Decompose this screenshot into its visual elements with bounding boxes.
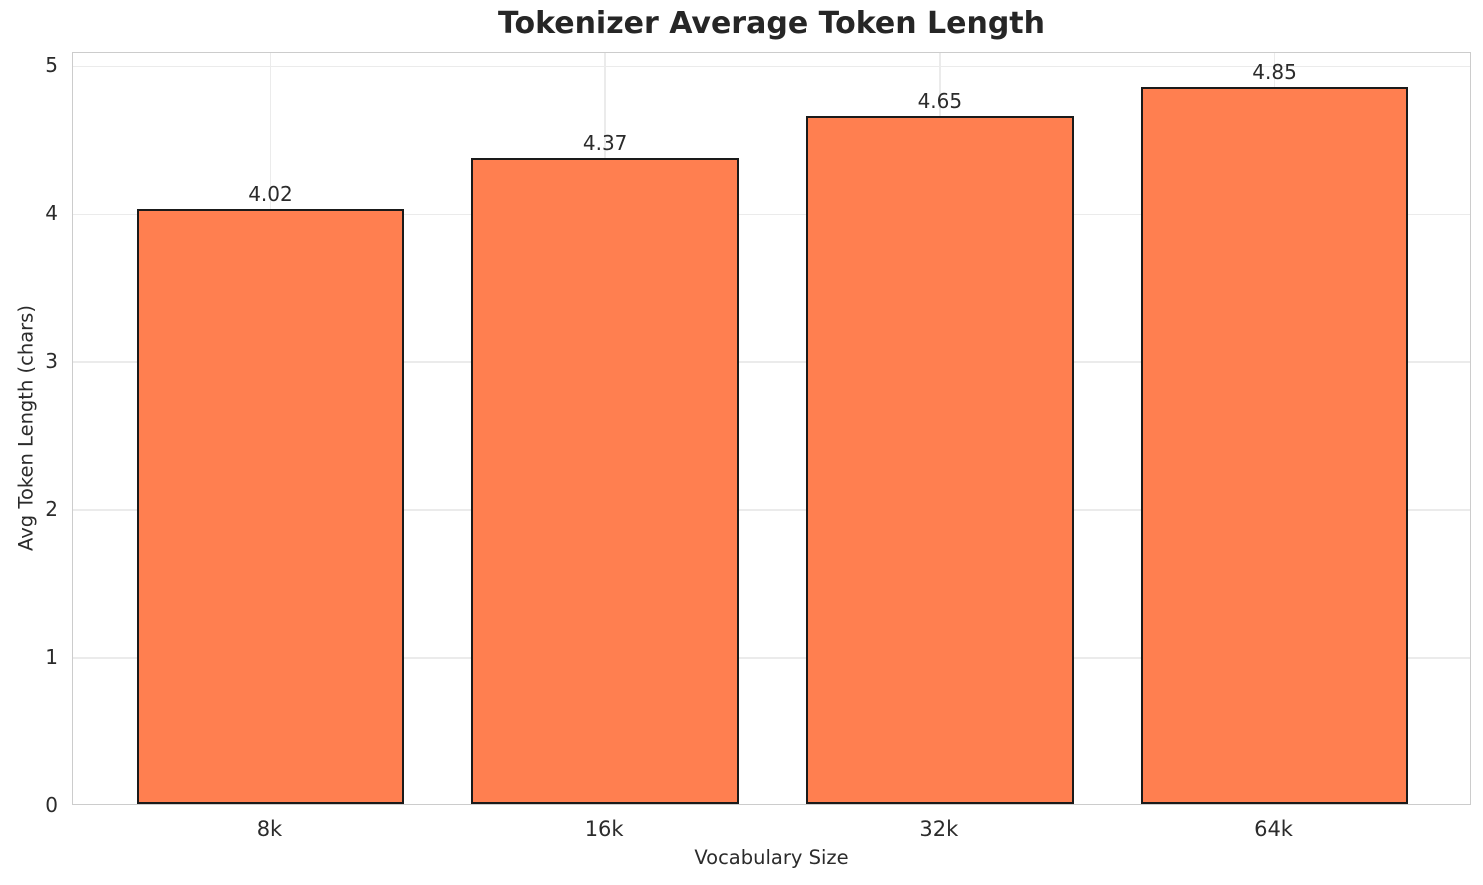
bar-value-label: 4.37 xyxy=(582,130,628,155)
y-tick-label: 0 xyxy=(45,793,58,817)
x-tick-label-32k: 32k xyxy=(919,817,959,841)
bar-16k xyxy=(471,157,740,804)
bar-value-label: 4.65 xyxy=(917,89,963,114)
bar-value-label: 4.85 xyxy=(1252,59,1297,84)
x-axis-label: Vocabulary Size xyxy=(694,846,849,869)
h-gridline xyxy=(73,361,1470,363)
y-tick-label: 5 xyxy=(45,53,58,78)
x-tick-label-64k: 64k xyxy=(1254,817,1293,841)
bar-64k xyxy=(1140,86,1409,804)
h-gridline xyxy=(73,509,1470,511)
h-gridline xyxy=(73,213,1470,215)
y-tick-label: 3 xyxy=(45,349,58,374)
h-gridline xyxy=(73,657,1470,659)
bar-32k xyxy=(805,116,1074,804)
bar-8k xyxy=(136,209,405,804)
x-tick-label-16k: 16k xyxy=(584,817,624,841)
chart-title: Tokenizer Average Token Length xyxy=(497,6,1045,41)
y-tick-label: 1 xyxy=(45,645,58,670)
y-tick-label: 4 xyxy=(45,201,58,226)
x-tick-label-8k: 8k xyxy=(256,817,283,841)
bar-value-label: 4.02 xyxy=(248,182,293,207)
h-gridline xyxy=(73,65,1470,68)
y-tick-label: 2 xyxy=(45,497,58,522)
plot-area: 4.02 4.37 4.65 4.85 xyxy=(72,52,1471,805)
